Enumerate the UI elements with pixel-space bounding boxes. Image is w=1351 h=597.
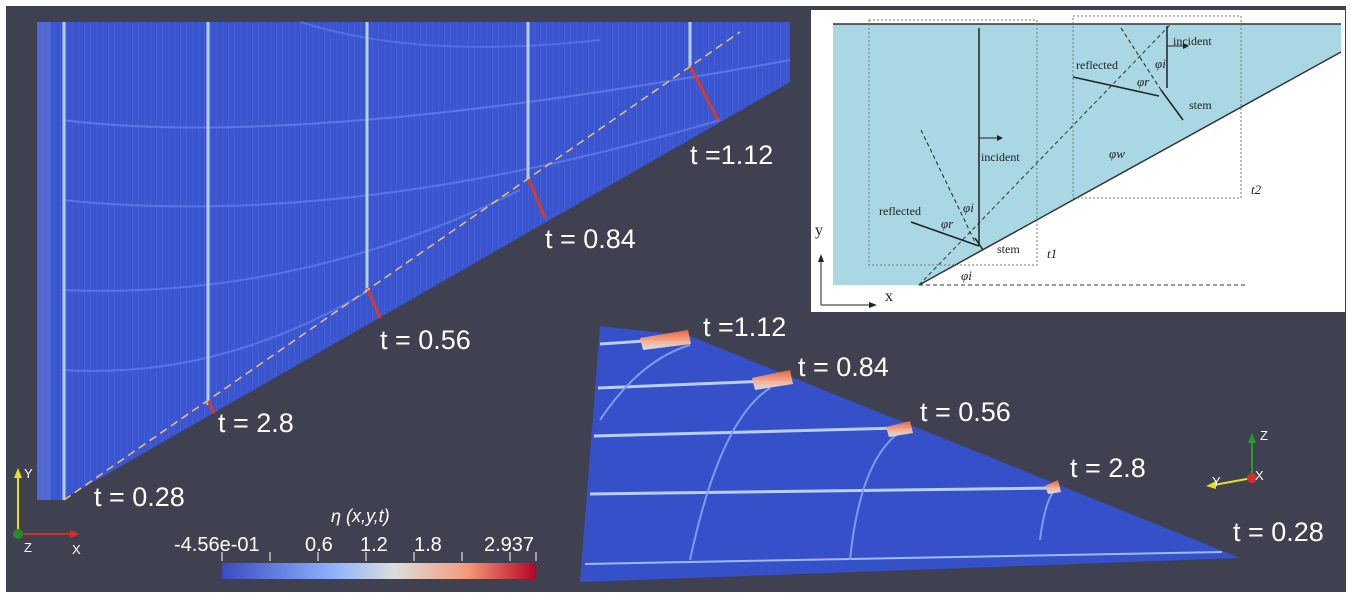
inset-phi-r-bottom: φr (941, 216, 954, 231)
domain-mesh (37, 22, 790, 500)
main-axes-triad (13, 468, 80, 539)
inset-y-axis-label: y (815, 222, 823, 239)
persp-time-label-1.12: t =1.12 (703, 312, 787, 342)
stem-1.12 (688, 65, 720, 121)
main-axis-z-label: Z (24, 540, 32, 555)
inset-t1: t1 (1047, 246, 1058, 261)
colorbar-tick-max: 2.937 (484, 534, 535, 556)
crest-0.56 (886, 421, 913, 437)
colorbar-tick-1.2: 1.2 (360, 534, 388, 556)
perspective-surface (580, 326, 1240, 582)
time-label-1.12: t =1.12 (690, 140, 774, 170)
persp-axis-y-label: Y (1212, 474, 1221, 489)
colorbar-gradient (222, 563, 536, 579)
inset-stem-bottom: stem (997, 242, 1020, 256)
inset-phi-i-bottom: φi (963, 200, 974, 215)
stem-2.8 (206, 399, 216, 414)
persp-axis-z-label: Z (1260, 428, 1268, 443)
triple-point-path (63, 31, 741, 501)
persp-axis-x-label: X (1255, 468, 1264, 483)
colorbar-ticks (221, 552, 537, 561)
inset-incident-top: incident (1173, 34, 1212, 48)
left-boundary-mesh (37, 22, 51, 500)
perspective-domain (580, 326, 1240, 582)
inset-reflected-bottom: reflected (879, 204, 921, 218)
inset-phi-w: φw (1109, 146, 1125, 161)
inset-phi-r-top: φr (1137, 74, 1150, 89)
colorbar-tick-1.8: 1.8 (414, 534, 442, 556)
colorbar-tick-min: -4.56e-01 (174, 534, 260, 556)
crest-0.84 (752, 370, 793, 390)
main-domain (37, 21, 791, 501)
crest-2.8 (1045, 480, 1061, 494)
inset-phi-i-base: φi (961, 268, 972, 283)
inset-stem-top: stem (1189, 98, 1212, 112)
persp-time-label-0.56: t = 0.56 (920, 397, 1011, 427)
persp-time-label-0.84: t = 0.84 (798, 352, 889, 382)
inset-schematic (818, 15, 1342, 308)
inset-x-axis-label: x (885, 288, 893, 305)
main-axis-y-label: Y (24, 466, 33, 481)
time-label-0.56: t = 0.56 (380, 325, 471, 355)
crest-1.12 (640, 330, 691, 350)
inset-reflected-top: reflected (1076, 58, 1118, 72)
main-axis-x-label: X (72, 542, 81, 557)
stem-0.56 (365, 287, 382, 319)
persp-time-label-2.8: t = 2.8 (1070, 453, 1146, 483)
time-label-2.8: t = 2.8 (218, 408, 294, 438)
mach-reflection-inset: incident reflected stem incident reflect… (811, 10, 1345, 312)
time-label-0.84: t = 0.84 (545, 224, 636, 254)
stem-0.84 (526, 177, 547, 219)
time-label-0.28: t = 0.28 (94, 482, 185, 512)
inset-t2: t2 (1251, 182, 1262, 197)
inset-incident-bottom: incident (981, 150, 1020, 164)
colorbar-title: η (x,y,t) (331, 506, 390, 526)
inset-phi-i-top: φi (1155, 56, 1166, 71)
perspective-axes-triad (1206, 433, 1257, 489)
persp-time-label-0.28: t = 0.28 (1233, 517, 1324, 547)
colorbar-tick-0.6: 0.6 (305, 534, 333, 556)
